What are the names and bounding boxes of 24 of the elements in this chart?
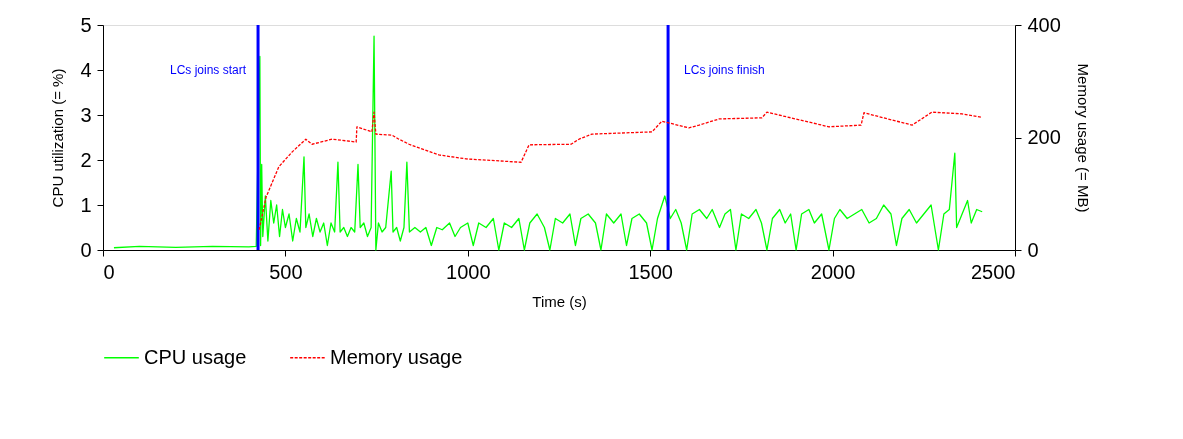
- line-series: [258, 111, 983, 231]
- x-tick-label: 0: [103, 260, 115, 283]
- y2-tick-label: 200: [1027, 126, 1061, 148]
- y2-axis-title: Memory usage (= MB): [1074, 63, 1092, 213]
- y-tick-label: 2: [80, 148, 92, 171]
- y-tick-label: 4: [80, 58, 92, 81]
- y2-tick-label: 0: [1027, 238, 1039, 261]
- y2-tick-label: 400: [1027, 13, 1061, 36]
- x-tick-label: 500: [269, 260, 303, 283]
- x-tick-label: 1000: [446, 260, 491, 283]
- x-tick-label: 2000: [810, 260, 856, 283]
- x-tick-label: 2500: [971, 260, 1016, 283]
- y-tick-label: 5: [80, 13, 92, 36]
- legend-label: CPU usage: [144, 345, 247, 368]
- y-tick-label: 1: [80, 193, 92, 216]
- y-axis-title: CPU utilization (= %): [49, 68, 67, 208]
- line-series: [113, 35, 983, 251]
- x-tick-label: 1500: [628, 260, 673, 283]
- x-axis-title: Time (s): [532, 292, 587, 310]
- y-tick-label: 0: [80, 238, 92, 261]
- legend-label: Memory usage: [330, 345, 463, 368]
- ref-line-label: LCs joins finish: [684, 63, 765, 77]
- y-tick-label: 3: [80, 103, 92, 126]
- ref-line-label: LCs joins start: [170, 63, 247, 77]
